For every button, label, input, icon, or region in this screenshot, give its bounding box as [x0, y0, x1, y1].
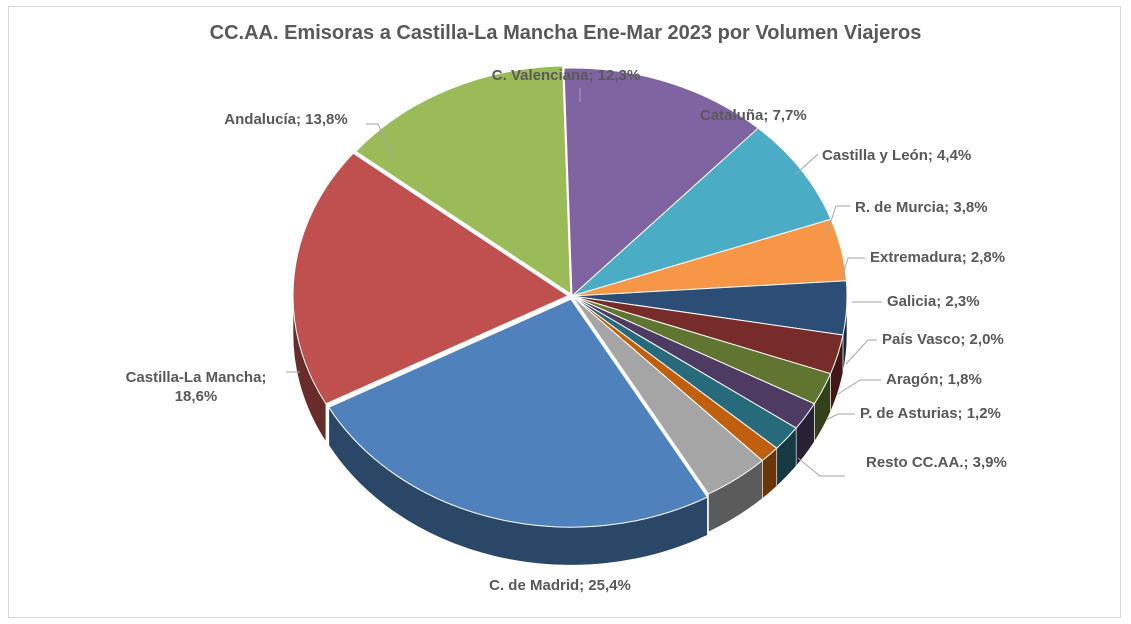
leader-line-pais-vasco	[845, 339, 877, 365]
data-label-castilla-y-leon: Castilla y León; 4,4%	[822, 147, 971, 164]
data-label-aragon: Aragón; 1,8%	[886, 371, 982, 388]
chart-title: CC.AA. Emisoras a Castilla-La Mancha Ene…	[209, 22, 922, 44]
leader-line-castilla-y-leon	[795, 153, 819, 175]
leader-line-extremadura	[841, 257, 865, 278]
data-label-c-de-madrid: C. de Madrid; 25,4%	[489, 577, 631, 594]
pie-sides	[292, 295, 848, 566]
data-label-p-de-asturias: P. de Asturias; 1,2%	[860, 405, 1001, 422]
pie-slice-resto-cc-aa	[571, 295, 764, 495]
pie-slice-cataluna	[571, 127, 832, 297]
data-label-cataluna: Cataluña; 7,7%	[700, 107, 807, 124]
data-label-galicia: Galicia; 2,3%	[887, 293, 980, 310]
data-label-r-de-murcia: R. de Murcia; 3,8%	[855, 199, 988, 216]
leader-line-andalucia	[366, 123, 394, 159]
pie-slice-c-de-madrid	[328, 298, 709, 528]
leader-line-aragon	[837, 379, 881, 395]
leader-line-r-de-murcia	[825, 205, 850, 237]
data-label-pais-vasco: País Vasco; 2,0%	[882, 331, 1004, 348]
leader-line-p-de-asturias	[825, 413, 855, 421]
data-label-c-valenciana: C. Valenciana; 12,3%	[492, 67, 640, 84]
pie-slice-andalucia	[355, 65, 572, 295]
leader-line-resto-cc-aa	[797, 457, 845, 477]
data-label-resto-cc-aa: Resto CC.AA.; 3,9%	[866, 454, 1007, 471]
pie-labels: C. Valenciana; 12,3% Cataluña; 7,7% Castil…	[126, 67, 1007, 594]
pie-slice-castilla-la-mancha	[292, 152, 570, 405]
pie-slice-c-valenciana	[563, 67, 759, 298]
data-label-andalucia: Andalucía; 13,8%	[224, 111, 347, 128]
data-label-castilla-la-mancha: Castilla-La Mancha; 18,6%	[126, 369, 267, 405]
data-label-extremadura: Extremadura; 2,8%	[870, 249, 1005, 266]
pie-slices	[292, 65, 848, 528]
